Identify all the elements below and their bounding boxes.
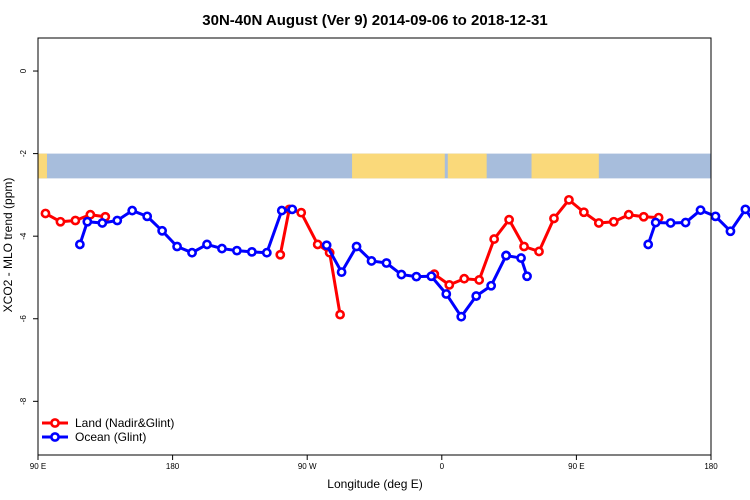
x-tick-label: 90 E (30, 462, 46, 471)
world-map-band (38, 153, 711, 179)
x-tick-label: 0 (440, 462, 445, 471)
legend-marker (50, 432, 60, 442)
data-point (522, 271, 532, 282)
data-point (287, 204, 298, 215)
plot-frame (37, 37, 712, 456)
data-point (593, 218, 604, 228)
data-point (474, 275, 485, 285)
y-tick-label: -8 (19, 397, 28, 405)
data-point (366, 256, 377, 266)
data-point (55, 216, 66, 227)
data-point (187, 247, 197, 258)
data-point (665, 218, 676, 228)
data-point (578, 207, 589, 218)
data-point (441, 289, 452, 299)
data-point (486, 280, 497, 291)
data-point (312, 239, 323, 250)
data-point (296, 207, 307, 218)
y-tick-label: -4 (19, 232, 28, 240)
data-point (82, 216, 93, 227)
data-point (504, 214, 514, 225)
data-point (97, 218, 108, 228)
data-point (112, 215, 123, 226)
data-point (232, 245, 242, 256)
data-point (276, 205, 287, 216)
data-point (501, 250, 512, 261)
data-point (426, 271, 437, 282)
series-land (40, 194, 664, 320)
data-point (740, 204, 750, 215)
data-point (202, 239, 212, 250)
map-band-land (38, 153, 47, 179)
map-band-land (352, 153, 445, 179)
x-tick-label: 180 (166, 462, 180, 471)
data-point (336, 267, 347, 277)
data-point (516, 253, 526, 263)
data-point (411, 271, 422, 282)
legend: Land (Nadir&Glint)Ocean (Glint) (42, 416, 174, 444)
data-point (396, 269, 407, 280)
data-point (608, 216, 619, 227)
x-tick-label: 90 E (568, 462, 584, 471)
data-point (623, 209, 634, 220)
data-point (70, 215, 81, 226)
data-point (444, 279, 455, 290)
data-point (40, 208, 51, 219)
data-point (142, 211, 153, 222)
data-point (564, 194, 574, 205)
data-point (519, 241, 529, 252)
legend-label: Ocean (Glint) (75, 430, 146, 444)
map-band-land (447, 153, 487, 179)
data-point (275, 249, 286, 260)
data-point (172, 241, 182, 252)
data-point (643, 239, 654, 250)
data-point (638, 211, 649, 222)
series-line (433, 198, 659, 287)
data-point (456, 311, 467, 322)
data-point (246, 246, 257, 257)
series-line (278, 207, 342, 315)
data-point (680, 217, 691, 228)
series-ocean (74, 204, 750, 322)
data-point (217, 243, 227, 254)
data-point (534, 246, 544, 257)
data-point (157, 225, 168, 236)
map-band-land (531, 153, 599, 179)
data-point (549, 213, 559, 224)
data-point (489, 234, 500, 244)
data-point (710, 211, 721, 222)
data-point (74, 239, 85, 250)
data-point (351, 241, 362, 252)
data-point (335, 309, 346, 320)
series-line (78, 207, 293, 255)
legend-label: Land (Nadir&Glint) (75, 416, 174, 430)
x-axis: 90 E 180 90 W 0 90 E 180 (30, 455, 718, 471)
y-tick-label: -6 (19, 315, 28, 323)
legend-marker (50, 418, 60, 428)
chart-title: 30N-40N August (Ver 9) 2014-09-06 to 201… (202, 12, 547, 29)
x-tick-label: 90 W (298, 462, 317, 471)
y-axis-label: XCO2 - MLO trend (ppm) (1, 178, 15, 313)
data-point (471, 291, 482, 301)
data-point (459, 273, 470, 284)
y-axis: 0 -2 -4 -6 -8 (19, 68, 38, 405)
y-tick-label: -2 (19, 150, 28, 158)
data-point (127, 205, 138, 216)
data-point (261, 247, 272, 258)
data-point (725, 226, 736, 237)
series-line (646, 207, 750, 245)
data-point (321, 240, 332, 251)
x-axis-label: Longitude (deg E) (327, 477, 422, 491)
data-point (695, 205, 706, 216)
data-point (381, 258, 392, 268)
y-tick-label: 0 (19, 68, 28, 73)
x-tick-label: 180 (704, 462, 718, 471)
data-point (650, 217, 661, 228)
plot-series (40, 194, 750, 322)
